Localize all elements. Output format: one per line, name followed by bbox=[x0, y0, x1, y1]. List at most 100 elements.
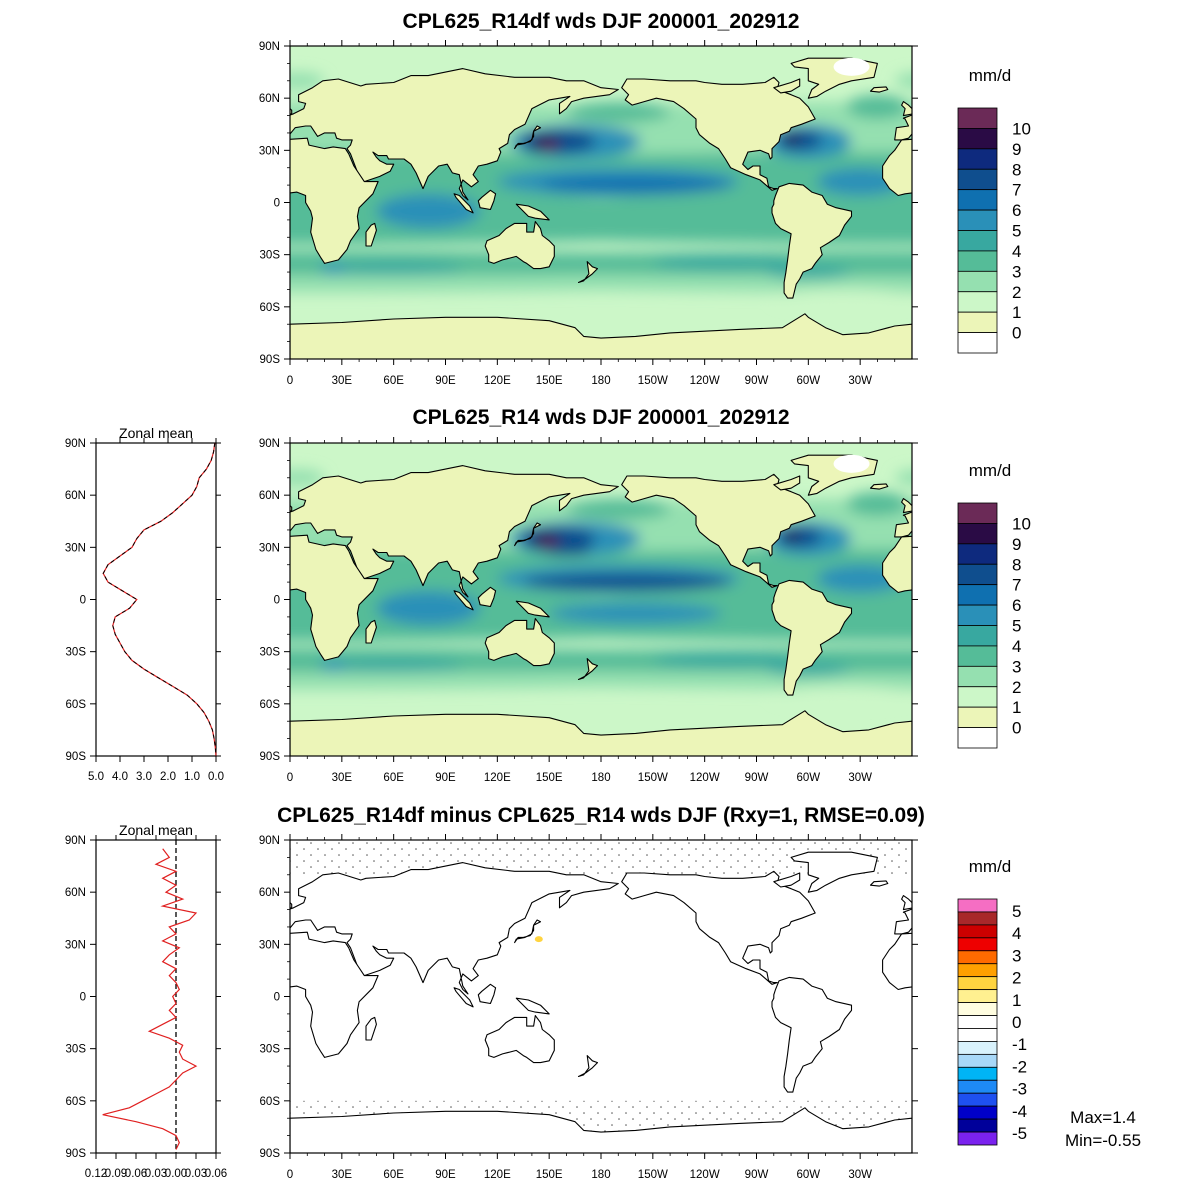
lon-tick-label: 150E bbox=[536, 772, 563, 784]
land-africa-wrap bbox=[882, 932, 912, 991]
colorbar-label: 9 bbox=[1012, 535, 1021, 554]
map-body bbox=[290, 840, 912, 1153]
lat-tick-label: 30S bbox=[260, 1044, 281, 1056]
lon-tick-label: 0 bbox=[287, 375, 293, 387]
lon-tick-label: 180 bbox=[591, 772, 610, 784]
field-blob bbox=[376, 590, 481, 626]
lon-tick-label: 120E bbox=[484, 375, 511, 387]
land-borneo bbox=[477, 189, 497, 211]
colorbar-label: 3 bbox=[1012, 262, 1021, 281]
colorbar-label: 10 bbox=[1012, 514, 1031, 533]
lon-tick-label: 90W bbox=[745, 375, 769, 387]
land-iceland-wrap bbox=[869, 86, 889, 93]
field-blob bbox=[540, 142, 558, 152]
colorbar-3: mm/d 5 4 3 2 1 0 -1 -2 -3 -4 -5 bbox=[957, 857, 1027, 1146]
colorbar-box bbox=[957, 1066, 998, 1081]
field-blob bbox=[894, 72, 912, 89]
land-australia bbox=[484, 618, 555, 667]
lon-tick-label: 90E bbox=[435, 375, 456, 387]
field-blob bbox=[523, 573, 731, 591]
field-blob bbox=[324, 658, 463, 673]
zonal-x-label: 0.09 bbox=[105, 1168, 127, 1180]
colorbar-box bbox=[957, 727, 998, 749]
colorbar-box bbox=[957, 1041, 998, 1055]
field-blob bbox=[782, 134, 800, 146]
colorbar-box bbox=[957, 1118, 998, 1133]
land-europe-wrap bbox=[894, 511, 912, 538]
panel-title: CPL625_R14df wds DJF 200001_202912 bbox=[403, 10, 800, 33]
field-blob bbox=[376, 193, 481, 229]
land-uk-wrap bbox=[901, 101, 912, 117]
land-baffin bbox=[773, 78, 801, 94]
colorbar-label: 2 bbox=[1012, 283, 1021, 302]
zonal-x-label: 3.0 bbox=[136, 771, 152, 783]
land-iceland-wrap bbox=[869, 880, 889, 887]
colorbar-label: 2 bbox=[1012, 969, 1021, 988]
lat-tick-label: 90N bbox=[259, 835, 280, 847]
land-antarctica bbox=[290, 313, 912, 359]
field-blob bbox=[894, 469, 912, 486]
colorbar-label: 0 bbox=[1012, 719, 1021, 738]
colorbar-box bbox=[957, 911, 998, 926]
colorbar-label: -1 bbox=[1012, 1035, 1027, 1054]
colorbar-unit: mm/d bbox=[969, 66, 1012, 85]
zonal-curve bbox=[102, 848, 198, 1150]
land-namerica bbox=[621, 473, 816, 588]
colorbar-box bbox=[957, 148, 998, 170]
field-blob bbox=[540, 539, 558, 549]
colorbar-box bbox=[957, 189, 998, 211]
colorbar-box bbox=[957, 924, 998, 939]
lat-tick-label: 60N bbox=[259, 93, 280, 105]
field-blob bbox=[782, 531, 800, 543]
lon-tick-label: 30E bbox=[332, 772, 353, 784]
lon-tick-label: 150E bbox=[536, 1169, 563, 1181]
lat-tick-label: 30N bbox=[259, 939, 280, 951]
colorbar-box bbox=[957, 332, 998, 354]
land-borneo bbox=[477, 983, 497, 1005]
lon-tick-label: 90W bbox=[745, 1169, 769, 1181]
colorbar-box bbox=[957, 950, 998, 965]
colorbar-box bbox=[957, 230, 998, 252]
stat-max: Max=1.4 bbox=[1070, 1108, 1136, 1127]
lat-tick-label: 30S bbox=[260, 647, 281, 659]
colorbar-box bbox=[957, 898, 998, 913]
zonal-x-label: 0.03 bbox=[145, 1168, 167, 1180]
field-blob bbox=[773, 289, 912, 307]
colorbar-box bbox=[957, 250, 998, 272]
land-antarctica bbox=[290, 710, 912, 756]
lat-tick-label: 0 bbox=[274, 198, 280, 210]
land-africa bbox=[290, 931, 379, 1058]
lon-tick-label: 120E bbox=[484, 1169, 511, 1181]
colorbar-box bbox=[957, 1105, 998, 1120]
land-antarctica bbox=[290, 1107, 912, 1153]
land-australia bbox=[484, 221, 555, 270]
land-newguinea bbox=[515, 203, 550, 221]
lon-tick-label: 150W bbox=[638, 772, 668, 784]
colorbar-box bbox=[957, 604, 998, 626]
land-sumatra bbox=[453, 193, 474, 214]
colorbar-box bbox=[957, 1028, 998, 1042]
colorbar-label: 8 bbox=[1012, 555, 1021, 574]
colorbar-box bbox=[957, 976, 998, 991]
colorbar-label: 3 bbox=[1012, 657, 1021, 676]
land-europe-wrap bbox=[894, 114, 912, 141]
lat-tick-label: 60N bbox=[259, 887, 280, 899]
lat-tick-label: 90S bbox=[260, 1148, 281, 1160]
field-blob bbox=[319, 660, 348, 671]
land-sumatra bbox=[453, 987, 474, 1008]
diff-hotspot bbox=[534, 936, 543, 943]
colorbar-unit: mm/d bbox=[969, 461, 1012, 480]
land-baffin bbox=[773, 872, 801, 888]
colorbar-label: 5 bbox=[1012, 617, 1021, 636]
lon-tick-label: 180 bbox=[591, 375, 610, 387]
field-blob bbox=[816, 167, 904, 196]
land-japan bbox=[514, 919, 542, 944]
lon-tick-label: 120W bbox=[690, 1169, 720, 1181]
field-blob bbox=[816, 564, 904, 593]
zonal-lat-label: 60N bbox=[65, 490, 86, 502]
colorbar-box bbox=[957, 963, 998, 978]
land-europe bbox=[290, 465, 619, 598]
land-iceland bbox=[249, 484, 266, 489]
